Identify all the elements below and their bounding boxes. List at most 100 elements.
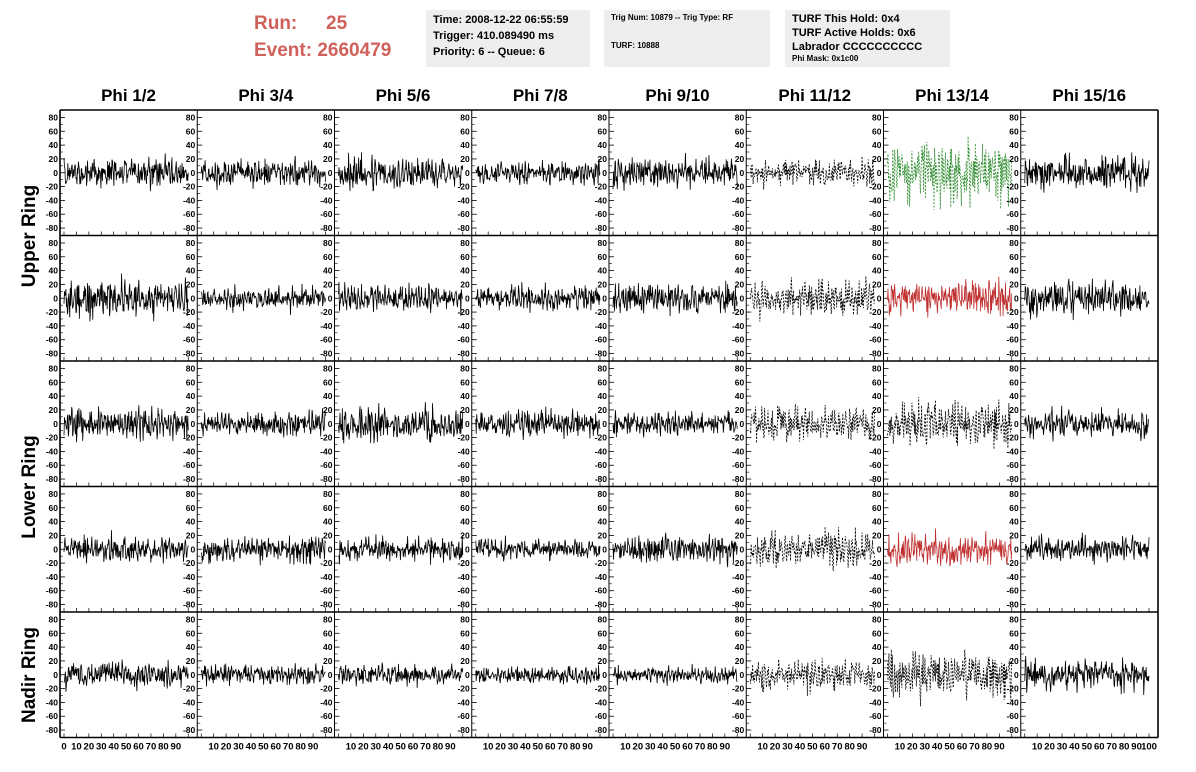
y-tick-label: -60 [183, 209, 196, 219]
y-tick-label: -20 [732, 684, 745, 694]
y-tick-label: 80 [323, 489, 333, 499]
column-headers: Phi 1/2 Phi 3/4 Phi 5/6 Phi 7/8 Phi 9/10 Phi … [60, 86, 1158, 108]
y-tick-label: 40 [598, 517, 608, 527]
x-tick-label: 80 [295, 742, 306, 753]
y-tick-label: 0 [53, 419, 58, 429]
y-tick-label: -40 [1006, 572, 1019, 582]
y-tick-label: -60 [1006, 335, 1019, 345]
x-tick-label: 60 [133, 742, 144, 753]
y-tick-label: -80 [595, 725, 608, 735]
y-tick-label: 20 [735, 530, 745, 540]
y-tick-label: -80 [457, 725, 470, 735]
y-tick-label: 60 [49, 252, 59, 262]
column-header: Phi 1/2 [101, 86, 156, 105]
y-tick-label: -40 [457, 321, 470, 331]
y-tick-label: -60 [869, 460, 882, 470]
y-tick-label: -20 [457, 433, 470, 443]
waveform-trace [63, 153, 189, 192]
y-tick-label: -80 [1006, 725, 1019, 735]
y-tick-label: 20 [460, 279, 470, 289]
y-tick-label: 40 [735, 266, 745, 276]
y-tick-label: 0 [602, 419, 607, 429]
y-tick-label: 60 [186, 126, 196, 136]
x-tick-label: 20 [633, 742, 644, 753]
y-tick-label: -60 [320, 209, 333, 219]
y-tick-label: -60 [1006, 460, 1019, 470]
y-tick-label: 80 [49, 238, 59, 248]
y-tick-label: 40 [1009, 642, 1019, 652]
y-tick-label: 40 [1009, 391, 1019, 401]
y-tick-label: 0 [328, 670, 333, 680]
phi-mask-text: Phi Mask: 0x1c00 [792, 54, 859, 63]
y-tick-label: -60 [732, 711, 745, 721]
column-header: Phi 13/14 [915, 86, 989, 105]
y-tick-label: 20 [323, 154, 333, 164]
waveform-trace [612, 532, 738, 568]
y-tick-label: 60 [323, 628, 333, 638]
y-tick-label: -60 [595, 711, 608, 721]
y-tick-label: -60 [869, 335, 882, 345]
y-tick-label: -20 [46, 182, 59, 192]
y-tick-label: 0 [53, 293, 58, 303]
y-tick-label: 0 [602, 293, 607, 303]
y-tick-label: 60 [872, 628, 882, 638]
y-tick-label: 20 [735, 405, 745, 415]
y-tick-label: 20 [49, 405, 59, 415]
y-tick-label: 60 [735, 252, 745, 262]
y-tick-label: -20 [1006, 433, 1019, 443]
x-tick-label: 70 [1106, 742, 1117, 753]
y-tick-label: 20 [186, 405, 196, 415]
x-tick-label: 90 [582, 742, 593, 753]
y-tick-label: 80 [598, 112, 608, 122]
y-tick-label: -20 [320, 558, 333, 568]
x-tick-label: 90 [857, 742, 868, 753]
y-tick-label: 60 [1009, 377, 1019, 387]
priority-text: Priority: 6 -- Queue: 6 [433, 46, 545, 58]
x-tick-label: 40 [246, 742, 257, 753]
y-tick-label: 20 [49, 279, 59, 289]
y-tick-label: 0 [328, 544, 333, 554]
y-tick-label: -20 [595, 182, 608, 192]
y-tick-label: -40 [869, 572, 882, 582]
y-tick-label: -40 [183, 195, 196, 205]
y-tick-label: -40 [1006, 321, 1019, 331]
x-tick-label: 80 [158, 742, 169, 753]
x-tick-label: 30 [96, 742, 107, 753]
waveform-trace [612, 410, 738, 438]
y-tick-label: 20 [598, 656, 608, 666]
y-tick-label: 20 [186, 279, 196, 289]
y-tick-label: 0 [191, 168, 196, 178]
y-tick-label: 80 [1009, 614, 1019, 624]
y-tick-label: 60 [49, 503, 59, 513]
y-tick-label: -80 [1006, 349, 1019, 359]
y-tick-label: -60 [1006, 586, 1019, 596]
y-tick-label: 20 [460, 530, 470, 540]
y-tick-label: 0 [602, 544, 607, 554]
y-tick-label: -20 [457, 307, 470, 317]
y-tick-label: 40 [598, 266, 608, 276]
y-tick-label: -60 [1006, 711, 1019, 721]
y-tick-label: 60 [598, 126, 608, 136]
y-tick-label: 40 [186, 391, 196, 401]
y-tick-label: 60 [598, 377, 608, 387]
waveform-trace [338, 534, 464, 565]
y-tick-label: -60 [183, 711, 196, 721]
y-tick-label: 80 [872, 112, 882, 122]
x-tick-label: 30 [233, 742, 244, 753]
y-tick-label: 20 [1009, 656, 1019, 666]
y-tick-label: 20 [598, 154, 608, 164]
y-tick-label: 20 [186, 530, 196, 540]
y-tick-label: -40 [595, 446, 608, 456]
x-tick-label: 50 [533, 742, 544, 753]
y-tick-label: 80 [323, 112, 333, 122]
x-tick-label: 70 [695, 742, 706, 753]
y-tick-label: -80 [457, 474, 470, 484]
y-tick-label: 20 [323, 656, 333, 666]
y-tick-label: 80 [872, 489, 882, 499]
x-tick-label: 50 [1082, 742, 1093, 753]
waveform-trace [200, 663, 326, 687]
x-tick-label: 90 [171, 742, 182, 753]
y-tick-label: 80 [598, 363, 608, 373]
y-tick-label: 40 [460, 642, 470, 652]
y-tick-label: 60 [186, 252, 196, 262]
